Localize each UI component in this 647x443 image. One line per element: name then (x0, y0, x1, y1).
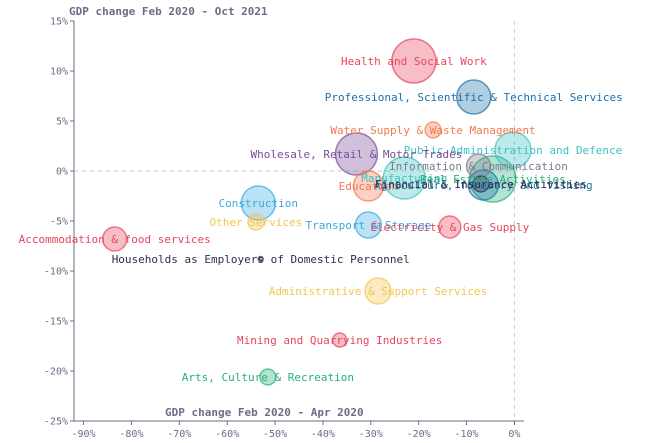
x-tick-label: -80% (119, 429, 143, 440)
bubble (465, 153, 492, 179)
data-label: Mining and Quarrying Industries (237, 334, 442, 347)
data-label: Construction (219, 197, 298, 210)
data-label: Administrative & Support Services (269, 285, 488, 298)
x-axis-title: GDP change Feb 2020 - Apr 2020 (165, 406, 364, 419)
bubble (438, 215, 462, 239)
bubble (424, 121, 442, 139)
bubble (494, 131, 532, 169)
data-label: Accommodation & food services (19, 233, 211, 246)
y-tick-label: -10% (44, 267, 68, 278)
y-tick-label: -25% (44, 417, 68, 428)
y-tick-label: 10% (50, 67, 68, 78)
bubble (354, 211, 383, 239)
data-label: Transport & Storage (305, 219, 431, 232)
data-label: Electricity & Gas Supply (370, 221, 529, 234)
bubble (352, 170, 385, 202)
bubble (101, 226, 128, 252)
bubble (331, 332, 348, 348)
bubble (240, 185, 277, 221)
y-tick-label: 5% (56, 117, 68, 128)
data-label: Arts, Culture & Recreation (182, 371, 354, 384)
bubble (382, 156, 427, 200)
data-label: Agriculture, forestry and fishing (374, 179, 593, 192)
bubble (259, 368, 277, 386)
y-axis-title: GDP change Feb 2020 - Oct 2021 (69, 5, 268, 18)
x-tick-label: -50% (263, 429, 287, 440)
x-tick-label: -40% (311, 429, 335, 440)
y-tick-label: 0% (56, 167, 68, 178)
bubble (472, 175, 490, 193)
x-tick-label: -90% (72, 429, 96, 440)
bubble (455, 79, 492, 115)
data-label: Financial & Insurance Activities (375, 178, 587, 191)
data-label: Health and Social Work (341, 55, 487, 68)
y-tick-label: -20% (44, 367, 68, 378)
y-tick-label: -15% (44, 317, 68, 328)
data-label: Information & Communication (389, 160, 568, 173)
data-label: Education (339, 180, 399, 193)
bubble (391, 38, 437, 84)
bubble (247, 213, 265, 231)
bubble (334, 132, 379, 176)
data-label: Professional, Scientific & Technical Ser… (325, 91, 623, 104)
bubble (364, 277, 392, 305)
x-tick-label: -30% (359, 429, 383, 440)
x-tick-label: -60% (215, 429, 239, 440)
data-label: Public Administration and Defence (404, 144, 623, 157)
y-tick-label: -5% (50, 217, 68, 228)
x-tick-label: -70% (167, 429, 191, 440)
x-tick-label: 0% (508, 429, 520, 440)
x-tick-label: -20% (407, 429, 431, 440)
data-label: Manufacturing (361, 172, 447, 185)
data-label: Other Services (210, 216, 303, 229)
y-tick-label: 15% (50, 17, 68, 28)
bubble (257, 255, 264, 263)
data-label: Water Supply & Waste Management (330, 124, 535, 137)
x-tick-label: -10% (455, 429, 479, 440)
data-label: Wholesale, Retail & Motor Trades (250, 148, 462, 161)
data-label: Real Estate Activities (420, 173, 566, 186)
data-label: Households as Employers of Domestic Pers… (112, 253, 410, 266)
